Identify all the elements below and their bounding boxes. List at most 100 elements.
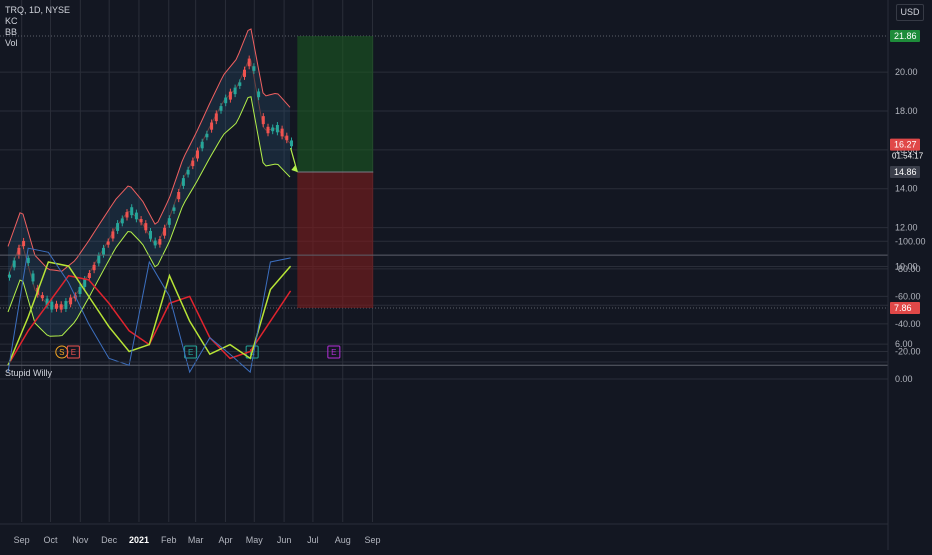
chart-legend: TRQ, 1D, NYSE KC BB Vol: [5, 5, 70, 49]
candle-body: [92, 264, 96, 271]
candle-body: [280, 128, 284, 137]
indicator-label[interactable]: Stupid Willy: [5, 368, 53, 378]
candle-body: [144, 223, 148, 231]
candle-body: [26, 257, 30, 264]
candle-body: [181, 178, 185, 186]
candle-body: [87, 273, 91, 279]
candle-body: [163, 227, 167, 236]
candle-body: [196, 150, 199, 159]
event-marker-label: S: [59, 348, 64, 357]
oscillator: [0, 247, 888, 374]
symbol-title[interactable]: TRQ, 1D, NYSE: [5, 5, 71, 15]
candle-body: [210, 122, 214, 130]
overlay-kc[interactable]: KC: [5, 16, 18, 26]
candle-body: [266, 126, 270, 134]
candle-body: [50, 301, 54, 310]
candle-body: [200, 141, 204, 149]
event-marker-label: E: [331, 348, 336, 357]
oscillator-raw-line: [7, 247, 291, 374]
grid: [0, 0, 888, 522]
y-tick-label: 14.00: [895, 184, 918, 194]
event-marker-label: E: [71, 348, 76, 357]
candle-body: [59, 304, 63, 310]
candle-body: [130, 207, 134, 216]
x-tick-label: Dec: [101, 535, 118, 545]
candle-body: [97, 255, 101, 264]
candle-body: [83, 279, 87, 287]
candle-body: [177, 191, 181, 200]
candle-body: [69, 297, 73, 305]
event-marker-label: E: [188, 348, 193, 357]
price-label-bg: [890, 138, 920, 151]
candle-body: [219, 106, 223, 111]
event-marker: [66, 345, 80, 359]
y-tick-label: 6.00: [895, 339, 913, 349]
price-axis-bg: [888, 0, 932, 550]
candle-body: [243, 69, 246, 77]
candle-body: [45, 298, 49, 306]
candle-body: [149, 230, 152, 239]
price-label: 21.86: [894, 31, 917, 41]
countdown-label: 01:54:17: [892, 152, 924, 161]
x-tick-label: Oct: [44, 535, 59, 545]
candle-body: [125, 212, 129, 218]
overlay-vol[interactable]: Vol: [5, 38, 18, 48]
price-label-bg: [890, 30, 920, 42]
band-fill: [8, 29, 290, 337]
candle-body: [12, 260, 16, 268]
price-label: 16.27: [894, 140, 917, 150]
candle-body: [106, 241, 110, 245]
candle-body: [139, 219, 143, 223]
profit-zone: [297, 36, 374, 173]
candle-body: [158, 239, 162, 245]
x-tick-label: 2021: [129, 535, 149, 545]
x-tick-label: Sep: [14, 535, 30, 545]
indicator-y-tick: -60.00: [895, 291, 921, 301]
y-tick-label: 20.00: [895, 67, 918, 77]
x-tick-label: Jul: [307, 535, 319, 545]
candle-body: [271, 127, 275, 132]
candle-body: [102, 247, 105, 255]
x-tick-label: Sep: [365, 535, 381, 545]
position-zones: [297, 36, 374, 309]
candles: [8, 55, 298, 313]
x-tick-label: Jun: [277, 535, 292, 545]
candle-body: [261, 116, 265, 125]
currency-button[interactable]: USD: [896, 4, 924, 21]
overlay-bb[interactable]: BB: [5, 27, 18, 37]
y-tick-label: 12.00: [895, 223, 918, 233]
candle-body: [186, 169, 190, 175]
candle-body: [214, 113, 218, 122]
arrow-line: [290, 147, 298, 173]
y-tick-label: 18.00: [895, 106, 918, 116]
candle-body: [17, 247, 21, 256]
candle-body: [224, 97, 228, 104]
arrow-head: [291, 165, 298, 173]
candle-body: [285, 135, 289, 141]
x-tick-label: Feb: [161, 535, 177, 545]
candle-body: [31, 273, 35, 282]
price-label: 14.86: [894, 167, 917, 177]
candle-body: [64, 301, 68, 309]
indicator-y-tick: -20.00: [895, 346, 921, 356]
price-label-bg: [890, 166, 920, 179]
candle-body: [40, 295, 44, 299]
oscillator-fast-line: [7, 261, 292, 366]
price-label: 7.86: [894, 303, 912, 313]
candle-body: [172, 207, 176, 211]
candle-body: [275, 125, 279, 133]
candle-body: [238, 82, 242, 86]
candle-body: [134, 212, 138, 220]
candle-body: [233, 87, 237, 95]
candle-body: [116, 223, 120, 231]
candle-body: [55, 303, 58, 309]
candle-body: [153, 240, 157, 246]
candle-body: [247, 58, 251, 67]
x-tick-label: Aug: [335, 535, 351, 545]
indicator-y-tick: -80.00: [895, 264, 921, 274]
bb-upper: [7, 28, 291, 272]
